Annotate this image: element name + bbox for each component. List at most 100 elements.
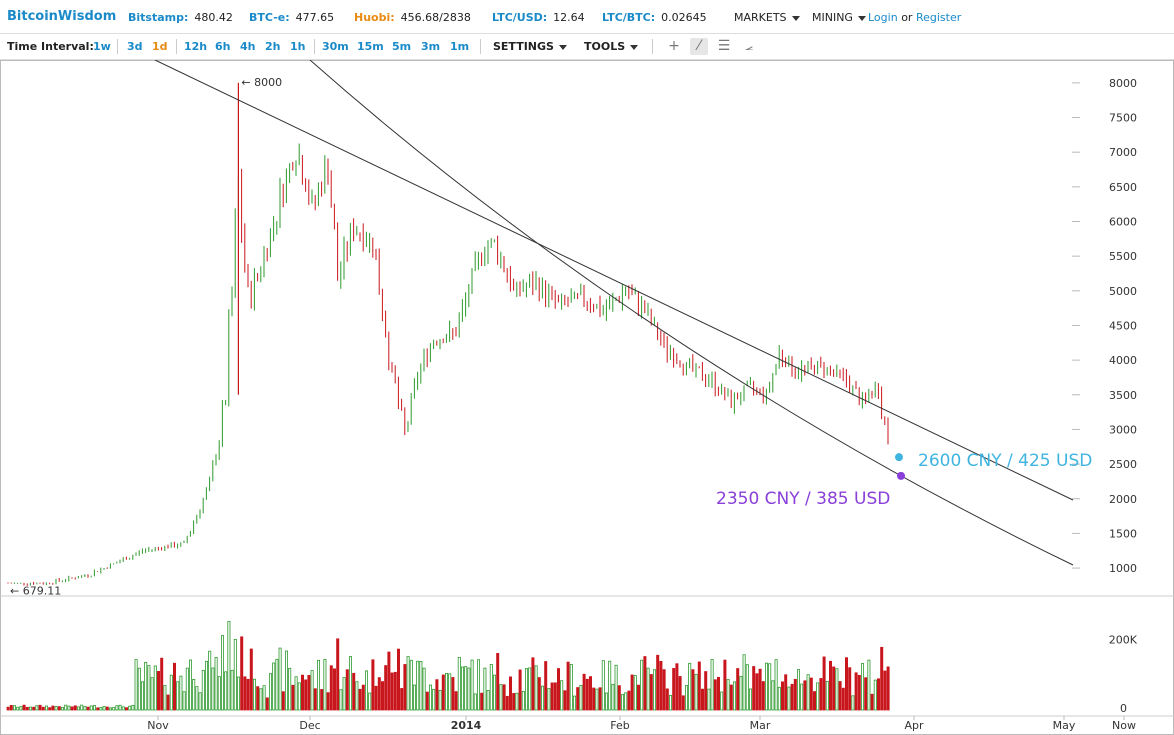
volume-bar bbox=[137, 667, 141, 711]
ticker-ltcbtc[interactable]: LTC/BTC: 0.02645 bbox=[602, 11, 707, 24]
volume-bar bbox=[656, 654, 660, 711]
volume-bar bbox=[873, 679, 877, 711]
brand-logo[interactable]: BitcoinWisdom bbox=[7, 9, 117, 24]
interval-3m[interactable]: 3m bbox=[421, 40, 441, 53]
volume-bar bbox=[41, 706, 45, 711]
tools-menu[interactable]: TOOLS bbox=[584, 40, 639, 53]
ticker-bitstamp[interactable]: Bitstamp: 480.42 bbox=[128, 11, 233, 24]
interval-12h[interactable]: 12h bbox=[184, 40, 208, 53]
volume-bar bbox=[672, 668, 676, 711]
volume-bar bbox=[710, 659, 714, 711]
volume-bar bbox=[438, 689, 442, 711]
volume-bar bbox=[144, 662, 148, 711]
y-tick-label: 8000 bbox=[1109, 77, 1137, 90]
volume-bar bbox=[9, 705, 13, 711]
volume-bar bbox=[605, 692, 609, 711]
volume-bar bbox=[787, 686, 791, 711]
ticker-huobi[interactable]: Huobi: 456.68/2838 bbox=[354, 11, 471, 24]
interval-5m[interactable]: 5m bbox=[392, 40, 412, 53]
volume-bar bbox=[547, 688, 551, 711]
volume-bar bbox=[569, 664, 573, 711]
volume-bar bbox=[64, 704, 68, 711]
volume-bar bbox=[352, 672, 356, 711]
interval-1m[interactable]: 1m bbox=[450, 40, 470, 53]
login-link[interactable]: Login bbox=[868, 11, 898, 24]
volume-bar bbox=[45, 705, 49, 711]
register-link[interactable]: Register bbox=[915, 11, 962, 24]
volume-bar bbox=[525, 668, 529, 711]
y-tick-label: 6000 bbox=[1109, 216, 1137, 229]
y-tick-label: 7500 bbox=[1109, 112, 1137, 125]
volume-bar bbox=[249, 648, 253, 711]
y-tick-label: 1000 bbox=[1109, 562, 1137, 575]
interval-4h[interactable]: 4h bbox=[240, 40, 256, 53]
interval-1d[interactable]: 1d bbox=[152, 40, 168, 53]
price-chart[interactable]: 1000 1500 2000 2500 3000 3500 4000 4500 5000 5500… bbox=[0, 60, 1174, 735]
volume-bar bbox=[534, 665, 538, 711]
y-tick-label: 3500 bbox=[1109, 389, 1137, 402]
interval-3d[interactable]: 3d bbox=[127, 40, 143, 53]
volume-bar bbox=[675, 663, 679, 711]
interval-1w[interactable]: 1w bbox=[93, 40, 111, 53]
y-tick-label: 5500 bbox=[1109, 250, 1137, 263]
volume-bar bbox=[192, 679, 196, 711]
volume-bar bbox=[310, 670, 314, 711]
volume-tick-label: 200K bbox=[1109, 634, 1138, 647]
volume-bar bbox=[172, 662, 176, 711]
interval-2h[interactable]: 2h bbox=[265, 40, 281, 53]
volume-bar bbox=[457, 656, 461, 711]
volume-bar bbox=[316, 659, 320, 711]
volume-bar bbox=[211, 667, 215, 711]
volume-bar bbox=[304, 679, 308, 711]
volume-bar bbox=[723, 659, 727, 711]
fan-lines-icon[interactable]: ⦟ bbox=[744, 38, 754, 54]
ticker-ltcusd[interactable]: LTC/USD: 12.64 bbox=[492, 11, 585, 24]
chevron-down-icon bbox=[558, 44, 567, 50]
settings-menu[interactable]: SETTINGS bbox=[493, 40, 567, 53]
volume-bar bbox=[592, 687, 596, 711]
volume-bar bbox=[22, 704, 26, 711]
volume-bar bbox=[339, 689, 343, 711]
volume-bar bbox=[861, 663, 865, 711]
interval-6h[interactable]: 6h bbox=[215, 40, 231, 53]
volume-bar bbox=[236, 676, 240, 711]
interval-30m[interactable]: 30m bbox=[322, 40, 349, 53]
volume-bar bbox=[195, 686, 199, 711]
markets-menu[interactable]: MARKETS bbox=[734, 11, 800, 24]
interval-15m[interactable]: 15m bbox=[357, 40, 384, 53]
volume-bar bbox=[16, 706, 20, 711]
volume-bar bbox=[467, 667, 471, 711]
volume-bar bbox=[131, 704, 135, 711]
volume-bar bbox=[400, 688, 404, 711]
volume-bar bbox=[512, 693, 516, 711]
volume-bar bbox=[774, 659, 778, 711]
fib-lines-icon[interactable]: ☰ bbox=[717, 38, 731, 54]
volume-bar bbox=[102, 706, 106, 711]
volume-bar bbox=[57, 706, 61, 711]
volume-bar bbox=[726, 679, 730, 711]
volume-bar bbox=[758, 668, 762, 711]
volume-bar bbox=[121, 706, 125, 711]
volume-bar bbox=[803, 680, 807, 711]
annotation-upper: 2600 CNY / 425 USD bbox=[918, 451, 1092, 471]
line-tool-icon[interactable]: ⁄ bbox=[690, 38, 708, 55]
volume-bar bbox=[284, 650, 288, 711]
volume-bar bbox=[486, 690, 490, 711]
volume-bar bbox=[528, 667, 532, 711]
mining-menu[interactable]: MINING bbox=[812, 11, 866, 24]
x-tick-label: Mar bbox=[750, 719, 771, 732]
volume-bar bbox=[813, 691, 817, 711]
ticker-btce[interactable]: BTC-e: 477.65 bbox=[249, 11, 335, 24]
volume-bar bbox=[105, 706, 109, 711]
volume-bar bbox=[361, 684, 365, 711]
volume-bar bbox=[797, 669, 801, 711]
volume-bar bbox=[380, 681, 384, 711]
crosshair-icon[interactable]: + bbox=[668, 38, 680, 54]
volume-bar bbox=[256, 686, 260, 711]
interval-1h[interactable]: 1h bbox=[290, 40, 306, 53]
volume-bar bbox=[169, 674, 173, 711]
volume-bar bbox=[233, 638, 237, 711]
volume-bar bbox=[179, 675, 183, 711]
volume-bar bbox=[531, 657, 535, 711]
volume-bar bbox=[96, 707, 100, 711]
